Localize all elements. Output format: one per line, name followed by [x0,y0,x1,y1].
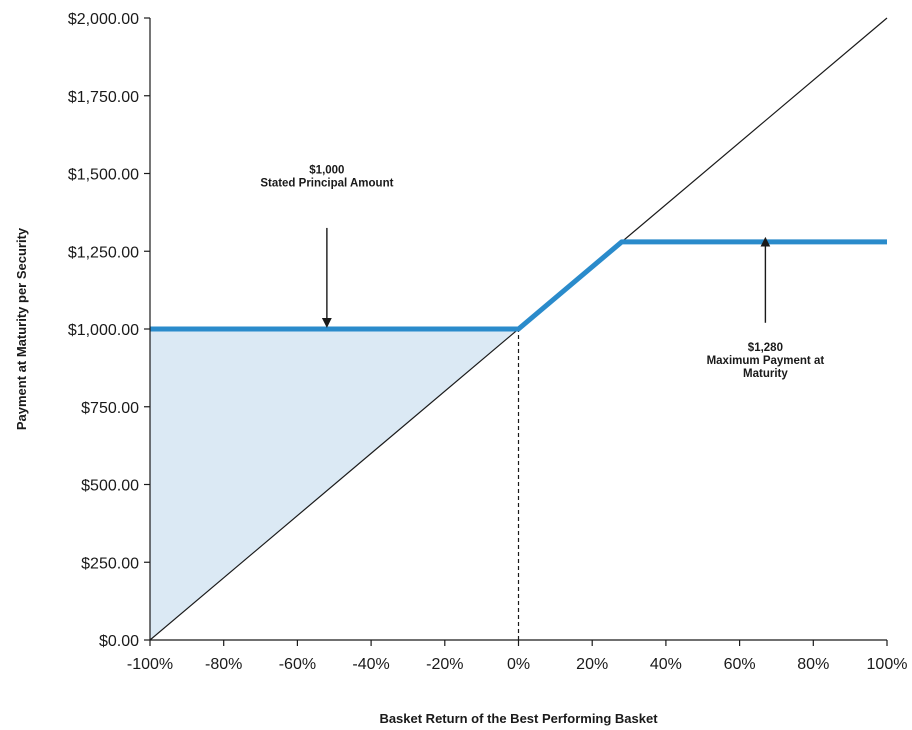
annotation-text: $1,000 [309,165,344,177]
annotation-text: Maximum Payment at [707,355,825,367]
x-tick-label: 40% [650,656,682,673]
x-tick-label: -20% [426,656,463,673]
y-tick-label: $0.00 [99,633,139,650]
y-tick-label: $500.00 [81,478,139,495]
y-axis-title: Payment at Maturity per Security [14,227,29,430]
y-tick-label: $1,750.00 [68,89,139,106]
annotation-text: Stated Principal Amount [260,178,393,190]
x-tick-label: 60% [724,656,756,673]
payoff-line [150,239,887,332]
x-tick-label: 0% [507,656,530,673]
x-axis-title: Basket Return of the Best Performing Bas… [379,711,658,726]
y-tick-label: $2,000.00 [68,11,139,28]
y-tick-label: $750.00 [81,400,139,417]
x-tick-label: 100% [867,656,908,673]
x-tick-label: -60% [279,656,316,673]
x-tick-label: -80% [205,656,242,673]
x-tick-label: -100% [127,656,173,673]
y-tick-label: $250.00 [81,555,139,572]
y-tick-label: $1,500.00 [68,167,139,184]
y-tick-label: $1,000.00 [68,322,139,339]
x-tick-label: 20% [576,656,608,673]
annotation-text: Maturity [743,368,788,380]
y-tick-label: $1,250.00 [68,244,139,261]
x-tick-label: 80% [797,656,829,673]
x-tick-label: -40% [352,656,389,673]
annotation-text: $1,280 [748,342,783,354]
